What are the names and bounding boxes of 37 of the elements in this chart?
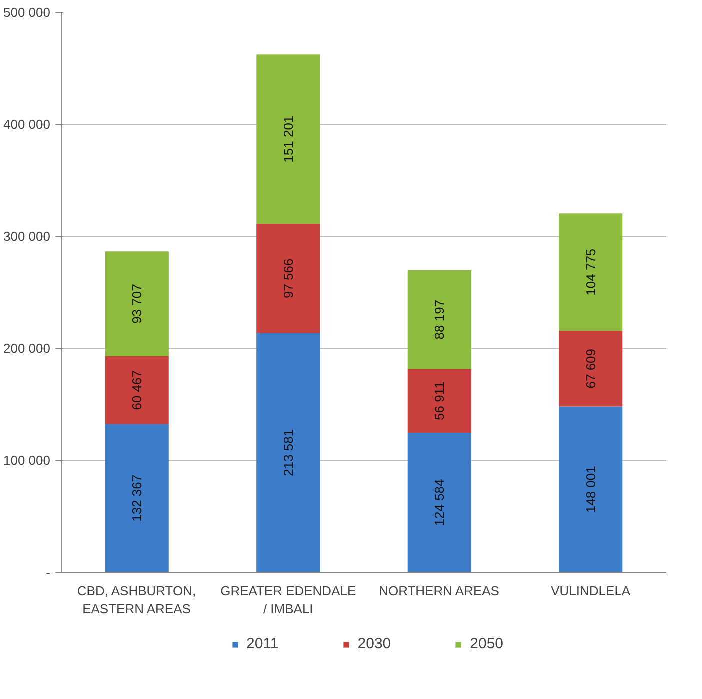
data-label: 93 707 xyxy=(130,284,145,324)
bar xyxy=(408,270,472,370)
data-label: 148 001 xyxy=(583,466,598,514)
x-tick-label: NORTHERN AREAS xyxy=(379,584,500,598)
legend-label: 2011 xyxy=(246,636,279,652)
bar xyxy=(256,224,320,334)
data-label: 60 467 xyxy=(130,370,145,410)
data-label: 97 566 xyxy=(280,258,296,299)
bar xyxy=(256,333,320,572)
legend-label: 2030 xyxy=(358,636,392,652)
x-tick-label: GREATER EDENDALE / IMBALI xyxy=(220,584,356,616)
y-tick-label: - xyxy=(46,565,51,580)
bar xyxy=(408,432,472,572)
bar xyxy=(105,356,169,424)
bar xyxy=(408,369,472,433)
y-tick-label: 100 000 xyxy=(4,453,51,468)
data-label: 56 911 xyxy=(432,382,448,420)
x-tick-label: CBD, ASHBURTON, EASTERN AREAS xyxy=(77,584,196,616)
data-label: 124 584 xyxy=(432,479,448,526)
data-label: 132 367 xyxy=(130,474,145,522)
bar xyxy=(559,214,623,332)
data-label: 151 201 xyxy=(280,116,296,163)
y-tick-label: 400 000 xyxy=(4,117,51,132)
bar xyxy=(559,331,623,407)
x-tick-label: VULINDLELA xyxy=(551,584,631,598)
bar xyxy=(559,406,623,572)
y-tick-label: 500 000 xyxy=(4,5,51,20)
bar xyxy=(256,54,320,224)
data-label: 67 609 xyxy=(583,348,598,389)
bar xyxy=(105,252,169,357)
legend-label: 2050 xyxy=(470,636,504,652)
data-label: 104 775 xyxy=(583,248,598,296)
y-tick-label: 300 000 xyxy=(4,229,51,244)
bar xyxy=(105,424,169,572)
y-tick-label: 200 000 xyxy=(4,341,51,356)
data-label: 213 581 xyxy=(280,429,296,476)
data-label: 88 197 xyxy=(432,300,448,340)
